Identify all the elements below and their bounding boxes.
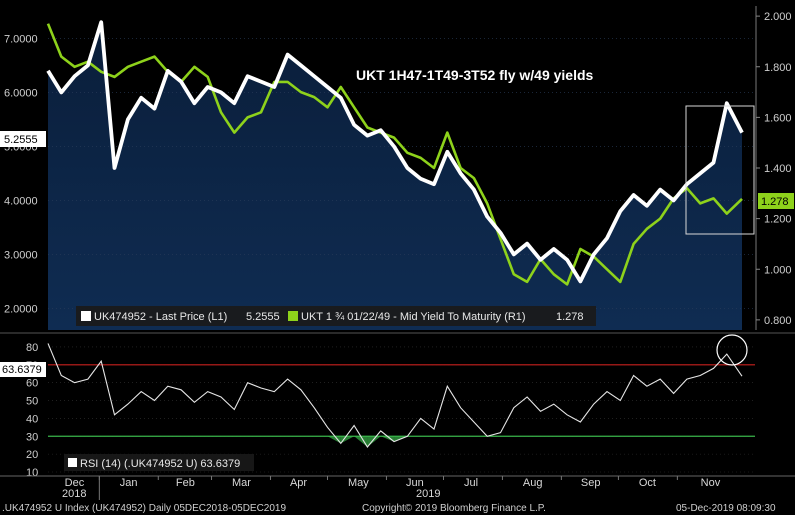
rsi-tick-label: 40	[26, 413, 38, 425]
rsi-last-marker: 63.6379	[0, 362, 46, 377]
month-label: Nov	[701, 477, 721, 489]
price-series-line	[46, 20, 744, 284]
legend-swatch-yield	[288, 311, 298, 321]
left-tick-label: 3.0000	[4, 249, 38, 261]
left-tick-label: 7.0000	[4, 33, 38, 45]
legend-price-name: UK474952 - Last Price (L1)	[94, 311, 227, 323]
rsi-oversold-fill	[354, 436, 368, 447]
left-tick-label: 6.0000	[4, 87, 38, 99]
month-label: Jun	[406, 477, 424, 489]
month-label: May	[348, 477, 369, 489]
footer-index-info: .UK474952 U Index (UK474952) Daily 05DEC…	[2, 503, 286, 514]
rsi-legend: RSI (14) (.UK474952 U) 63.6379	[64, 454, 254, 471]
footer-copyright: Copyright© 2019 Bloomberg Finance L.P.	[362, 503, 546, 514]
month-label: Jul	[464, 477, 478, 489]
rsi-highlight-circle	[716, 334, 748, 366]
month-label: Aug	[523, 477, 543, 489]
month-label: Oct	[639, 477, 656, 489]
chart-title: UKT 1H47-1T49-3T52 fly w/49 yields	[356, 67, 594, 83]
year-label-2018: 2018	[62, 488, 86, 500]
price-last-value: 5.2555	[4, 134, 38, 146]
yield-series-line	[46, 23, 743, 286]
rsi-oversold-fill	[367, 436, 381, 447]
legend-swatch-rsi	[68, 458, 77, 467]
left-tick-label: 4.0000	[4, 195, 38, 207]
legend-yield-name: UKT 1 ¾ 01/22/49 - Mid Yield To Maturity…	[301, 311, 526, 323]
highlight-box	[685, 105, 755, 235]
rsi-tick-label: 30	[26, 431, 38, 443]
month-label: Dec	[65, 477, 85, 489]
right-tick-label: 1.400	[764, 163, 792, 175]
right-tick-label: 1.200	[764, 214, 792, 226]
rsi-oversold-fill	[327, 436, 341, 444]
right-tick-label: 0.800	[764, 315, 792, 327]
rsi-grid	[48, 346, 755, 473]
month-label: Jan	[120, 477, 138, 489]
price-legend: UK474952 - Last Price (L1) 5.2555 UKT 1 …	[76, 306, 596, 326]
month-label: Apr	[290, 477, 307, 489]
right-tick-label: 1.600	[764, 112, 792, 124]
rsi-tick-label: 80	[26, 342, 38, 354]
rsi-tick-label: 20	[26, 449, 38, 461]
month-label: Feb	[176, 477, 195, 489]
legend-swatch-price	[81, 311, 91, 321]
rsi-tick-label: 60	[26, 378, 38, 390]
rsi-last-value: 63.6379	[2, 364, 42, 376]
right-tick-label: 1.800	[764, 62, 792, 74]
rsi-oversold-fill	[380, 436, 395, 442]
right-tick-label: 2.000	[764, 11, 792, 23]
price-last-marker: 5.2555	[0, 131, 46, 147]
yield-last-value: 1.278	[761, 196, 789, 208]
yield-last-marker: 1.278	[758, 193, 794, 209]
footer-timestamp: 05-Dec-2019 08:09:30	[676, 503, 776, 514]
legend-price-value: 5.2555	[246, 311, 280, 323]
rsi-series-line	[47, 343, 743, 448]
right-axis: 2.000 1.800 1.600 1.400 1.200 1.000 0.800	[756, 11, 792, 327]
price-area-fill	[48, 22, 742, 330]
right-tick-label: 1.000	[764, 264, 792, 276]
left-tick-label: 2.0000	[4, 303, 38, 315]
rsi-tick-label: 10	[26, 467, 38, 479]
rsi-tick-label: 50	[26, 396, 38, 408]
year-label-2019: 2019	[416, 488, 440, 500]
legend-yield-value: 1.278	[556, 311, 584, 323]
x-axis-months: Dec Jan Feb Mar Apr May Jun Jul Aug Sep Oct Nov	[65, 476, 721, 500]
rsi-legend-label: RSI (14) (.UK474952 U) 63.6379	[80, 458, 240, 470]
month-label: Mar	[232, 477, 251, 489]
month-label: Sep	[581, 477, 601, 489]
